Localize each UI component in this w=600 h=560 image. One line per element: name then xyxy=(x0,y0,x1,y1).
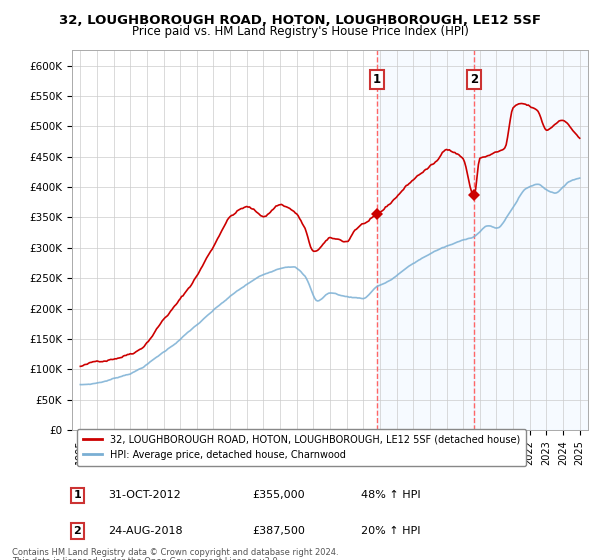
Text: 48% ↑ HPI: 48% ↑ HPI xyxy=(361,491,421,501)
Text: 1: 1 xyxy=(373,73,381,86)
Text: 32, LOUGHBOROUGH ROAD, HOTON, LOUGHBOROUGH, LE12 5SF: 32, LOUGHBOROUGH ROAD, HOTON, LOUGHBOROU… xyxy=(59,14,541,27)
Text: 20% ↑ HPI: 20% ↑ HPI xyxy=(361,526,421,536)
Text: Contains HM Land Registry data © Crown copyright and database right 2024.: Contains HM Land Registry data © Crown c… xyxy=(12,548,338,557)
Text: 31-OCT-2012: 31-OCT-2012 xyxy=(108,491,181,501)
Bar xyxy=(377,50,474,430)
Bar xyxy=(474,50,588,430)
Text: £387,500: £387,500 xyxy=(253,526,305,536)
Text: Price paid vs. HM Land Registry's House Price Index (HPI): Price paid vs. HM Land Registry's House … xyxy=(131,25,469,38)
Text: £355,000: £355,000 xyxy=(253,491,305,501)
Text: 2: 2 xyxy=(470,73,478,86)
Legend: 32, LOUGHBOROUGH ROAD, HOTON, LOUGHBOROUGH, LE12 5SF (detached house), HPI: Aver: 32, LOUGHBOROUGH ROAD, HOTON, LOUGHBOROU… xyxy=(77,429,526,465)
Text: 1: 1 xyxy=(73,491,81,501)
Text: 2: 2 xyxy=(73,526,81,536)
Text: 24-AUG-2018: 24-AUG-2018 xyxy=(108,526,183,536)
Text: This data is licensed under the Open Government Licence v3.0.: This data is licensed under the Open Gov… xyxy=(12,557,280,560)
